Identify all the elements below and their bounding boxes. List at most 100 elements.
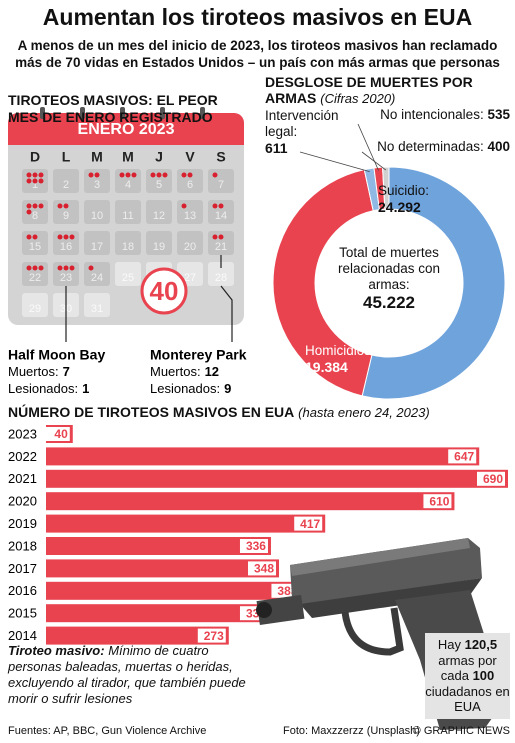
bar [46, 447, 480, 466]
bar [46, 492, 455, 511]
weekday: S [216, 149, 225, 165]
day-number: 31 [91, 303, 103, 315]
killed-label: Muertos: [150, 364, 201, 379]
definition-text: Mínimo de cuatro personas baleadas, muer… [8, 643, 246, 706]
donut-label: No intencionales: 535 [330, 107, 510, 123]
event-place: Monterey Park [150, 347, 247, 363]
weekday: V [185, 149, 195, 165]
day-number: 13 [184, 210, 196, 222]
donut-title: DESGLOSE DE MUERTES POR ARMAS [265, 74, 473, 106]
weekday: D [30, 149, 40, 165]
day-number: 15 [29, 241, 41, 253]
injured-label: Lesionados: [8, 381, 78, 396]
killed-value: 7 [63, 364, 70, 379]
donut-center: Total de muertes relacionadas con armas:… [329, 245, 449, 311]
day-number: 28 [215, 272, 227, 284]
shooting-dot [212, 172, 218, 178]
bar-heading: NÚMERO DE TIROTEOS MASIVOS EN EUA (hasta… [8, 404, 513, 420]
shooting-dot [63, 265, 69, 271]
shooting-dot [156, 172, 162, 178]
footer-photo: Foto: Maxzzerzz (Unsplash) [283, 725, 420, 737]
shooting-dot [26, 178, 32, 184]
weekday: L [62, 149, 71, 165]
day-cell [146, 200, 172, 224]
category-label: Homicidios: [305, 343, 375, 358]
leader-line [361, 151, 387, 171]
day-cell [177, 231, 203, 255]
shooting-dot [162, 172, 168, 178]
shooting-dot [181, 203, 187, 209]
donut-label: Intervención legal: 611 [265, 108, 357, 156]
shooting-dot [26, 265, 32, 271]
year-label: 2015 [8, 606, 37, 621]
injured-value: 9 [224, 381, 231, 396]
leader-line [299, 151, 370, 173]
day-number: 11 [122, 210, 133, 222]
calendar-ring [80, 107, 85, 119]
donut-slice [361, 166, 506, 400]
weekday: J [155, 149, 163, 165]
stat-middle: armas por cada [438, 652, 497, 684]
calendar-ring [40, 107, 45, 119]
value-box [477, 471, 505, 486]
definition: Tiroteo masivo: Mínimo de cuatro persona… [8, 643, 253, 707]
calendar-ring [160, 107, 165, 119]
shooting-dot [38, 203, 44, 209]
day-number: 2 [63, 179, 69, 191]
total-circle [140, 267, 188, 315]
shooting-dot [32, 234, 38, 240]
event-injured: Lesionados: 9 [150, 381, 231, 396]
day-cell [84, 200, 110, 224]
category-label: Suicidio: [378, 183, 430, 198]
day-number: 8 [32, 210, 38, 222]
value-label: 690 [483, 472, 503, 486]
year-label: 2019 [8, 516, 37, 531]
day-number: 3 [94, 179, 100, 191]
shooting-dot [57, 234, 63, 240]
definition-term: Tiroteo masivo: [8, 643, 105, 658]
value-label: 647 [454, 450, 474, 464]
bar [46, 559, 280, 578]
shooting-dot [63, 203, 69, 209]
shooting-dot [26, 203, 32, 209]
day-number: 9 [63, 210, 69, 222]
shooting-dot [32, 203, 38, 209]
shooting-dot [212, 234, 218, 240]
day-cell [84, 231, 110, 255]
day-cell [115, 200, 141, 224]
day-number: 25 [122, 272, 134, 284]
year-label: 2017 [8, 561, 37, 576]
year-label: 2016 [8, 583, 37, 598]
calendar-month: ENERO 2023 [78, 121, 175, 138]
donut-label: No determinadas: 400 [330, 139, 510, 155]
donut-label: Homicidios: 19.384 [305, 343, 405, 375]
footer-credit: © GRAPHIC NEWS [412, 725, 510, 737]
injured-label: Lesionados: [150, 381, 220, 396]
day-cell [146, 231, 172, 255]
day-number: 4 [125, 179, 131, 191]
event-killed: Muertos: 12 [150, 364, 219, 379]
shooting-dot [88, 172, 94, 178]
shooting-dot [218, 234, 224, 240]
shooting-dot [119, 172, 125, 178]
stat-suffix: ciudadanos en EUA [425, 683, 510, 715]
donut-heading: DESGLOSE DE MUERTES POR ARMAS (Cifras 20… [265, 74, 510, 107]
year-label: 2018 [8, 538, 37, 553]
value-box [239, 539, 268, 553]
day-number: 10 [91, 210, 103, 222]
day-cell [115, 231, 141, 255]
day-number: 23 [60, 272, 72, 284]
shooting-dot [32, 172, 38, 178]
total-number: 40 [150, 276, 179, 306]
shooting-dot [38, 178, 44, 184]
shooting-dot [63, 234, 69, 240]
value-box [448, 449, 477, 464]
shooting-dot [181, 172, 187, 178]
event-injured: Lesionados: 1 [8, 381, 89, 396]
shooting-dot [131, 172, 137, 178]
bar [46, 604, 271, 623]
value-box [197, 628, 226, 643]
bar [46, 514, 326, 533]
value-label: 611 [265, 140, 288, 156]
